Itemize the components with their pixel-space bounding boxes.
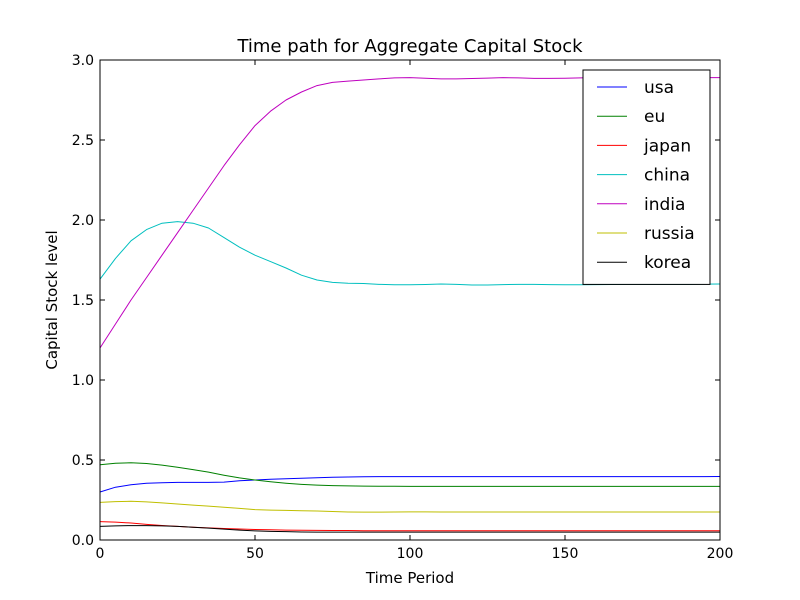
y-tick-label: 1.0: [72, 373, 94, 389]
series-line-korea: [99, 525, 720, 533]
y-axis-label: Capital Stock level: [43, 230, 61, 369]
x-tick-label: 0: [96, 546, 105, 562]
y-tick-label: 0.5: [72, 453, 94, 469]
series-line-eu: [99, 462, 720, 487]
series-line-usa: [99, 475, 721, 493]
legend-label-eu: eu: [644, 107, 665, 127]
x-tick-label: 100: [397, 546, 424, 562]
x-tick-label: 50: [246, 546, 264, 562]
legend: usa eu japan china india russia korea: [582, 69, 711, 285]
legend-label-china: china: [644, 166, 690, 186]
y-tick-label: 0.0: [72, 533, 94, 549]
y-tick-label: 1.5: [72, 293, 94, 309]
chart-title: Time path for Aggregate Capital Stock: [236, 36, 583, 57]
y-tick-label: 3.0: [72, 53, 94, 69]
x-tick-label: 200: [707, 546, 734, 562]
legend-label-russia: russia: [644, 224, 695, 244]
y-tick-label: 2.0: [72, 213, 94, 229]
legend-box: [582, 69, 711, 285]
legend-label-usa: usa: [644, 78, 674, 98]
legend-label-japan: japan: [643, 136, 691, 156]
plot-series: [99, 77, 721, 533]
y-tick-label: 2.5: [72, 133, 94, 149]
x-tick-label: 150: [552, 546, 579, 562]
axis-ticks: 0 50 100 150 200 0.0 0.5 1.0 1.5 2.0 2.5 3.0: [72, 53, 734, 562]
legend-label-india: india: [644, 195, 685, 215]
x-axis-label: Time Period: [365, 569, 454, 587]
legend-label-korea: korea: [644, 253, 691, 273]
series-line-russia: [99, 500, 720, 513]
